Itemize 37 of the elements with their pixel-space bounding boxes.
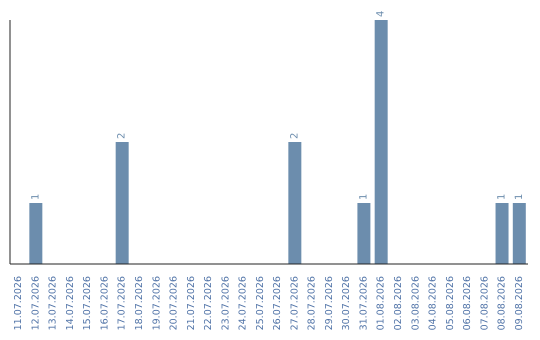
x-tick-label: 03.08.2026 — [410, 276, 422, 330]
x-tick-label: 24.07.2026 — [238, 276, 249, 330]
x-tick-label: 23.07.2026 — [220, 276, 232, 330]
x-tick-label: 02.08.2026 — [393, 276, 404, 330]
data-label: 2 — [289, 132, 300, 139]
x-tick-label: 07.08.2026 — [479, 276, 490, 330]
data-label: 1 — [514, 194, 525, 200]
x-tick-label: 20.07.2026 — [168, 276, 180, 330]
data-label: 2 — [116, 132, 128, 139]
x-tick-label: 17.07.2026 — [116, 276, 128, 330]
x-tick-label: 16.07.2026 — [99, 276, 110, 330]
x-tick-label: 01.08.2026 — [376, 276, 387, 330]
data-label: 1 — [358, 194, 370, 200]
x-tick-label: 05.08.2026 — [444, 276, 456, 330]
x-tick-label: 12.07.2026 — [30, 276, 42, 330]
x-tick-label: 18.07.2026 — [134, 276, 145, 330]
x-tick-label: 30.07.2026 — [341, 276, 352, 330]
x-tick-label: 08.08.2026 — [496, 276, 508, 330]
x-tick-label: 21.07.2026 — [186, 276, 197, 330]
x-tick-label: 26.07.2026 — [272, 276, 284, 330]
x-tick-label: 11.07.2026 — [13, 276, 24, 330]
x-tick-label: 14.07.2026 — [64, 276, 76, 330]
x-tick-label: 31.07.2026 — [358, 276, 370, 330]
x-tick-label: 22.07.2026 — [203, 276, 214, 330]
x-tick-label: 29.07.2026 — [324, 276, 335, 330]
x-tick-label: 13.07.2026 — [48, 276, 59, 330]
x-tick-label: 04.08.2026 — [428, 276, 439, 330]
x-tick-label: 09.08.2026 — [514, 276, 525, 330]
x-tick-label: 27.07.2026 — [289, 276, 300, 330]
data-label: 1 — [496, 194, 508, 200]
data-label: 1 — [30, 194, 42, 200]
data-label: 4 — [376, 10, 387, 17]
x-tick-label: 28.07.2026 — [306, 276, 318, 330]
x-tick-label: 06.08.2026 — [462, 276, 474, 330]
x-tick-label: 15.07.2026 — [82, 276, 94, 330]
x-tick-label: 19.07.2026 — [151, 276, 162, 330]
x-tick-label: 25.07.2026 — [254, 276, 266, 330]
